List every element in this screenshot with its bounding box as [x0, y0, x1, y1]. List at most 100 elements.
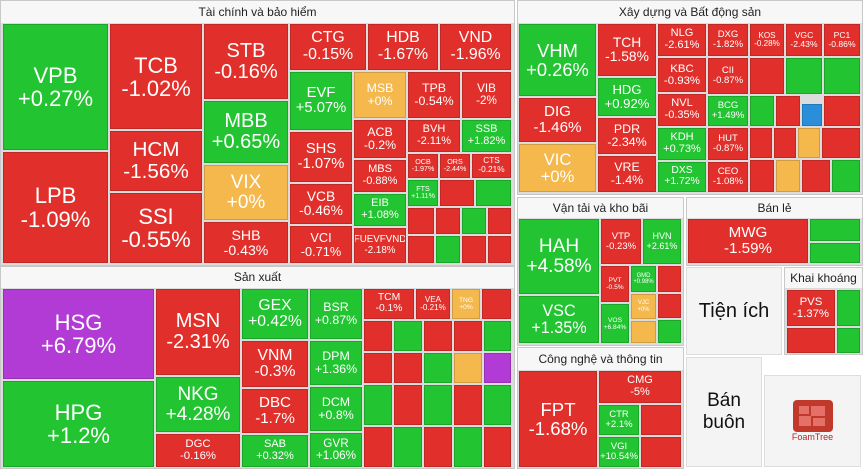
small-tile[interactable] — [394, 427, 422, 467]
small-tile[interactable] — [750, 160, 774, 192]
stock-tile[interactable]: SSB +1.82% — [462, 120, 511, 152]
stock-tile[interactable]: GMD +0.98% — [631, 266, 656, 292]
stock-tile[interactable]: MWG -1.59% — [688, 219, 808, 263]
stock-tile[interactable]: DXS +1.72% — [658, 162, 706, 192]
stock-tile[interactable]: STB -0.16% — [204, 24, 288, 99]
small-tile[interactable] — [658, 294, 681, 318]
stock-tile[interactable]: ACB -0.2% — [354, 120, 406, 158]
small-tile[interactable] — [774, 128, 796, 158]
small-tile[interactable] — [462, 236, 486, 263]
stock-tile[interactable]: SSI -0.55% — [110, 193, 202, 263]
small-tile[interactable] — [798, 128, 820, 158]
small-tile[interactable] — [436, 236, 460, 263]
small-tile[interactable] — [394, 353, 422, 383]
stock-tile[interactable]: VRE -1.4% — [598, 156, 656, 192]
stock-tile[interactable]: OCB -1.97% — [408, 154, 438, 178]
stock-tile[interactable]: VJC +0% — [631, 294, 656, 319]
stock-tile[interactable]: BVH -2.11% — [408, 120, 460, 152]
stock-tile[interactable]: FUEVFVND -2.18% — [354, 228, 406, 263]
stock-tile[interactable]: KOS -0.28% — [750, 24, 784, 56]
small-tile[interactable] — [776, 160, 800, 192]
stock-tile[interactable]: TPB -0.54% — [408, 72, 460, 118]
stock-tile[interactable]: VSC +1.35% — [519, 296, 599, 343]
small-tile[interactable] — [776, 96, 800, 126]
stock-tile[interactable]: HUT -0.87% — [708, 128, 748, 160]
small-tile[interactable] — [408, 236, 434, 263]
stock-tile[interactable]: CTR +2.1% — [599, 405, 639, 435]
stock-tile[interactable]: HAH +4.58% — [519, 219, 599, 294]
stock-tile[interactable]: TCB -1.02% — [110, 24, 202, 129]
stock-tile[interactable]: NLG -2.61% — [658, 24, 706, 56]
stock-tile[interactable]: GEX +0.42% — [242, 289, 308, 339]
small-tile[interactable] — [454, 321, 482, 351]
small-tile[interactable] — [837, 328, 860, 353]
small-tile[interactable] — [394, 385, 422, 425]
stock-tile[interactable]: NVL -0.35% — [658, 94, 706, 126]
small-tile[interactable] — [424, 427, 452, 467]
stock-tile[interactable]: VIC +0% — [519, 144, 596, 192]
small-tile[interactable] — [440, 180, 474, 206]
small-tile[interactable] — [424, 385, 452, 425]
stock-tile[interactable]: CEO -1.08% — [708, 162, 748, 192]
wholesale-label[interactable]: Bán buôn — [686, 357, 762, 467]
stock-tile[interactable]: MSN -2.31% — [156, 289, 240, 375]
small-tile[interactable] — [488, 208, 511, 234]
small-tile[interactable] — [802, 160, 830, 192]
small-tile[interactable] — [394, 321, 422, 351]
stock-tile[interactable]: VCB -0.46% — [290, 184, 352, 224]
stock-tile[interactable]: DBC -1.7% — [242, 389, 308, 433]
small-tile[interactable] — [810, 243, 860, 263]
stock-tile[interactable]: DXG -1.82% — [708, 24, 748, 56]
small-tile[interactable] — [462, 208, 486, 234]
stock-tile[interactable]: DIG -1.46% — [519, 98, 596, 142]
small-tile[interactable] — [631, 321, 656, 343]
stock-tile[interactable]: MBB +0.65% — [204, 101, 288, 163]
stock-tile[interactable]: TCH -1.58% — [598, 24, 656, 76]
small-tile[interactable] — [364, 353, 392, 383]
small-tile[interactable] — [424, 321, 452, 351]
stock-tile[interactable]: MBS -0.88% — [354, 160, 406, 192]
small-tile[interactable] — [837, 290, 860, 326]
stock-tile[interactable]: DCM +0.8% — [310, 387, 362, 431]
stock-tile[interactable]: HSG +6.79% — [3, 289, 154, 379]
stock-tile[interactable]: TCM -0.1% — [364, 289, 414, 319]
stock-tile[interactable]: VTP -0.23% — [601, 219, 641, 264]
small-tile[interactable] — [658, 320, 681, 343]
small-tile[interactable] — [364, 321, 392, 351]
small-tile[interactable] — [824, 58, 860, 94]
small-tile[interactable] — [484, 427, 511, 467]
small-tile[interactable] — [750, 96, 774, 126]
stock-tile[interactable]: VIX +0% — [204, 165, 288, 220]
stock-tile[interactable]: BCG +1.49% — [708, 96, 748, 126]
stock-tile[interactable]: SHB -0.43% — [204, 222, 288, 263]
stock-tile[interactable]: VHM +0.26% — [519, 24, 596, 96]
stock-tile[interactable]: SAB +0.32% — [242, 435, 308, 467]
stock-tile[interactable]: VNM -0.3% — [242, 341, 308, 387]
small-tile[interactable] — [364, 427, 392, 467]
small-tile[interactable] — [750, 58, 784, 94]
stock-tile[interactable]: CTG -0.15% — [290, 24, 366, 70]
small-tile[interactable] — [802, 104, 822, 126]
stock-tile[interactable]: HVN +2.61% — [643, 219, 681, 264]
stock-tile[interactable]: VPB +0.27% — [3, 24, 108, 150]
small-tile[interactable] — [824, 96, 860, 126]
stock-tile[interactable]: MSB +0% — [354, 72, 406, 118]
stock-tile[interactable]: HCM -1.56% — [110, 131, 202, 191]
stock-tile[interactable]: PVT -0.5% — [601, 266, 629, 302]
small-tile[interactable] — [476, 180, 511, 206]
small-tile[interactable] — [482, 289, 511, 319]
stock-tile[interactable]: CII -0.87% — [708, 58, 748, 94]
stock-tile[interactable]: LPB -1.09% — [3, 152, 108, 263]
stock-tile[interactable]: HDG +0.92% — [598, 78, 656, 116]
stock-tile[interactable]: KBC -0.93% — [658, 58, 706, 92]
stock-tile[interactable]: VEA -0.21% — [416, 289, 450, 319]
stock-tile[interactable]: TNG +0% — [452, 289, 480, 319]
stock-tile[interactable]: GVR +1.06% — [310, 433, 362, 467]
small-tile[interactable] — [641, 437, 681, 467]
stock-tile[interactable]: VND -1.96% — [440, 24, 511, 70]
stock-tile[interactable]: CMG -5% — [599, 371, 681, 403]
stock-tile[interactable]: PC1 -0.86% — [824, 24, 860, 56]
stock-tile[interactable]: ORS -2.44% — [440, 154, 470, 178]
small-tile[interactable] — [484, 385, 511, 425]
stock-tile[interactable]: BSR +0.87% — [310, 289, 362, 339]
